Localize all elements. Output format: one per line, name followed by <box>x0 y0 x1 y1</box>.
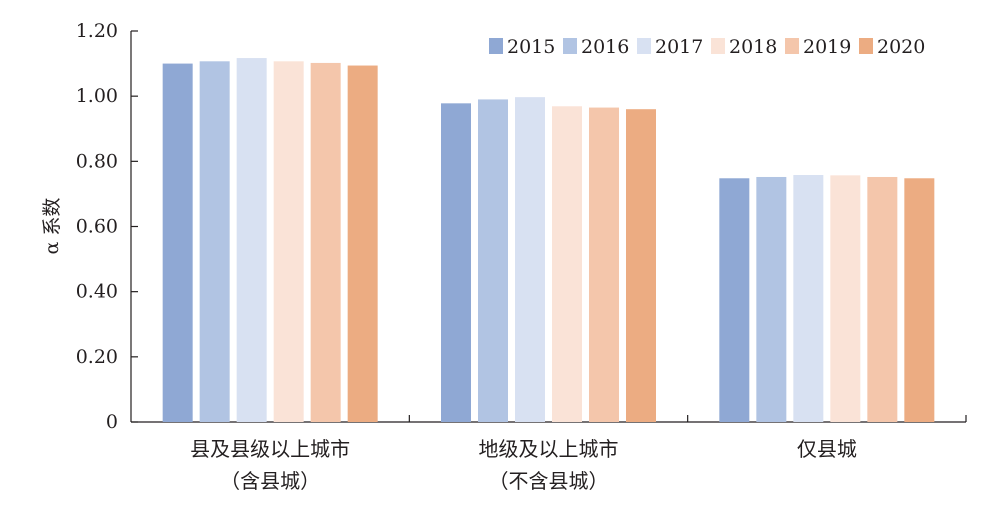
bar <box>441 103 471 423</box>
x-category-label: （不含县城） <box>489 469 609 493</box>
y-tick-label: 1.20 <box>76 20 118 42</box>
y-tick-label: 1.00 <box>76 85 118 107</box>
x-category-label: （含县城） <box>220 469 320 493</box>
bar <box>347 65 378 422</box>
bar <box>626 109 656 422</box>
y-tick-label: 0.20 <box>76 346 118 368</box>
bar <box>273 61 304 423</box>
bar <box>552 106 582 422</box>
bar <box>310 62 341 422</box>
legend: 2015 2016 2017 2018 2019 2020 <box>489 36 925 58</box>
legend-label: 2020 <box>877 36 925 58</box>
bar <box>756 176 787 422</box>
y-tick-label: 0.80 <box>76 150 118 172</box>
bars <box>162 58 935 423</box>
bar <box>478 99 508 423</box>
bar <box>236 58 267 423</box>
bar <box>589 107 619 422</box>
bar <box>719 178 750 422</box>
bar <box>867 176 898 422</box>
y-axis-label: α 系数 <box>41 198 63 255</box>
legend-label: 2016 <box>581 36 629 58</box>
bar <box>904 178 935 422</box>
x-category-label: 县及县级以上城市 <box>190 437 350 461</box>
legend-label: 2019 <box>803 36 851 58</box>
y-tick-label: 0.60 <box>76 216 118 238</box>
legend-swatch <box>563 38 577 54</box>
legend-label: 2018 <box>729 36 777 58</box>
x-axis: 县及县级以上城市 （含县城） 地级及以上城市 （不含县城） 仅县城 <box>131 415 967 493</box>
bar <box>830 175 861 422</box>
x-category-label: 仅县城 <box>797 437 857 461</box>
bar <box>162 63 193 422</box>
x-category-label: 地级及以上城市 <box>479 437 619 461</box>
y-tick-label: 0.40 <box>76 281 118 303</box>
legend-label: 2015 <box>507 36 555 58</box>
y-axis: 0 0.20 0.40 0.60 0.80 1.00 1.20 <box>76 20 138 433</box>
bar <box>793 175 824 422</box>
legend-swatch <box>489 38 503 54</box>
legend-swatch <box>785 38 799 54</box>
y-tick-label: 0 <box>106 411 118 433</box>
legend-swatch <box>711 38 725 54</box>
bar <box>515 97 545 422</box>
legend-swatch <box>637 38 651 54</box>
legend-label: 2017 <box>655 36 703 58</box>
legend-swatch <box>859 38 873 54</box>
bar <box>199 61 230 423</box>
